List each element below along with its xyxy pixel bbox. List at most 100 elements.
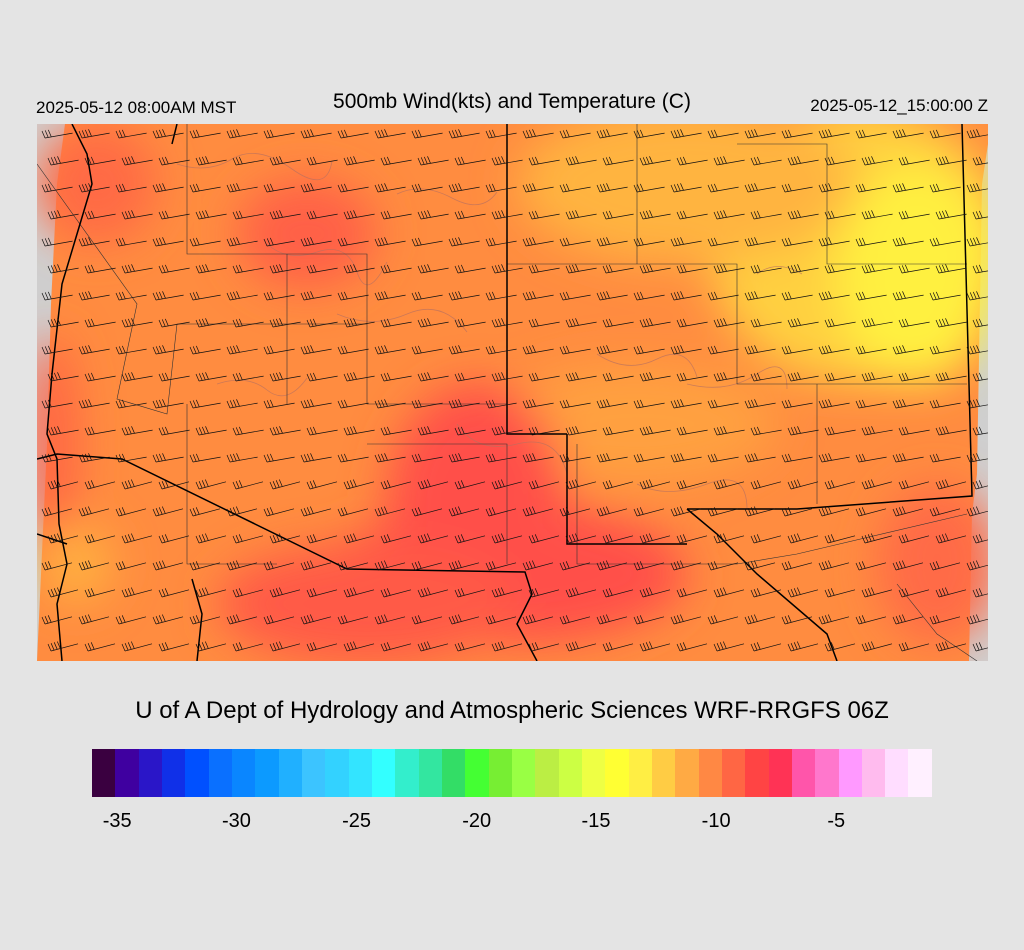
- wind-barb: [750, 588, 782, 598]
- wind-barb: [343, 264, 375, 274]
- colorbar-swatch: [791, 749, 816, 797]
- wind-barb: [898, 534, 930, 544]
- wind-barb: [713, 372, 745, 382]
- wind-barb: [707, 615, 739, 625]
- wind-barb: [707, 561, 739, 571]
- wind-barb: [454, 318, 486, 328]
- wind-barb: [158, 534, 190, 544]
- wind-barb: [559, 345, 591, 355]
- colorbar-swatch: [698, 749, 722, 797]
- wind-barb: [232, 588, 264, 598]
- wind-barb: [263, 291, 295, 301]
- wind-barb: [226, 506, 258, 517]
- wind-barb: [676, 318, 708, 328]
- wind-barb: [781, 129, 813, 139]
- wind-barb: [744, 291, 776, 301]
- colorbar-tick-label: -15: [581, 810, 611, 832]
- wind-barb: [787, 479, 819, 490]
- colorbar-swatch: [161, 749, 186, 797]
- wind-barb: [713, 426, 745, 436]
- wind-barb: [343, 318, 375, 328]
- wind-barb: [269, 479, 301, 490]
- wind-barb: [84, 534, 116, 544]
- wind-barb: [306, 372, 338, 382]
- wind-barb: [374, 506, 406, 517]
- wind-barb: [84, 264, 116, 274]
- wind-barb: [448, 506, 480, 517]
- wind-barb: [565, 641, 597, 652]
- wind-barb: [417, 372, 449, 382]
- wind-barb: [824, 318, 856, 328]
- wind-barb: [115, 399, 147, 409]
- wind-barb: [454, 264, 486, 274]
- wind-barb: [892, 453, 924, 463]
- wind-barb: [707, 345, 739, 355]
- valid-time-label: 2025-05-12_15:00:00 Z: [810, 96, 988, 115]
- wind-barb: [269, 318, 301, 328]
- wind-barb: [491, 372, 523, 382]
- wind-barb: [565, 264, 597, 274]
- wind-barb: [898, 210, 930, 220]
- wind-barb: [935, 318, 967, 328]
- wind-barb: [935, 210, 967, 220]
- wind-barb: [744, 506, 776, 517]
- wind-barb: [633, 561, 665, 571]
- wind-barb: [380, 372, 412, 382]
- wind-barb: [966, 614, 988, 625]
- wind-barb: [929, 399, 961, 409]
- wind-barb: [935, 641, 967, 652]
- wind-barb: [565, 156, 597, 166]
- colorbar-swatch: [885, 749, 909, 797]
- wind-barb: [300, 345, 332, 355]
- wind-barb: [528, 642, 560, 652]
- wind-barb: [411, 453, 443, 463]
- wind-barb: [115, 345, 147, 355]
- wind-barb: [633, 129, 665, 139]
- wind-barb: [337, 615, 369, 625]
- wind-barb: [121, 533, 153, 544]
- wind-barb: [84, 156, 116, 166]
- wind-barb: [602, 642, 634, 652]
- wind-barb: [633, 183, 665, 193]
- wind-barb: [232, 642, 264, 652]
- wind-barb: [263, 453, 295, 463]
- wind-barb: [78, 345, 110, 355]
- wind-barb: [226, 399, 258, 409]
- wind-barb: [195, 264, 227, 274]
- wind-barb: [417, 641, 449, 652]
- wind-barb: [824, 534, 856, 544]
- wind-barb: [750, 480, 782, 490]
- colorbar-swatch: [348, 749, 372, 797]
- wind-barb: [306, 588, 338, 598]
- map-title: 500mb Wind(kts) and Temperature (C): [333, 90, 691, 113]
- wind-barb: [639, 587, 671, 598]
- wind-barb: [861, 533, 893, 544]
- wind-barb: [818, 291, 850, 301]
- wind-barb: [929, 615, 961, 625]
- wind-barb: [485, 291, 517, 301]
- wind-barb: [47, 587, 79, 598]
- wind-barb: [602, 156, 634, 166]
- state-borders: [37, 124, 973, 661]
- wind-barb: [676, 426, 708, 436]
- wind-barb: [596, 129, 628, 139]
- colorbar-tick-label: -35: [102, 810, 132, 832]
- wind-barb: [263, 237, 295, 247]
- wind-barb: [491, 641, 523, 652]
- wind-barb: [374, 614, 406, 625]
- wind-barb: [263, 561, 295, 571]
- wind-barb: [41, 237, 73, 247]
- wind-barb: [676, 480, 708, 490]
- wind-barb: [935, 156, 967, 166]
- wind-barb: [787, 372, 819, 382]
- wind-barb: [639, 156, 671, 166]
- wind-barb: [158, 642, 190, 652]
- wind-barb: [269, 372, 301, 382]
- wind-barb: [491, 479, 523, 490]
- local-time-label: 2025-05-12 08:00AM MST: [36, 98, 237, 117]
- wind-barb: [306, 318, 338, 328]
- wind-barb: [417, 533, 449, 544]
- wind-barb: [596, 453, 628, 463]
- wind-barb: [300, 560, 332, 571]
- wind-barb: [448, 345, 480, 355]
